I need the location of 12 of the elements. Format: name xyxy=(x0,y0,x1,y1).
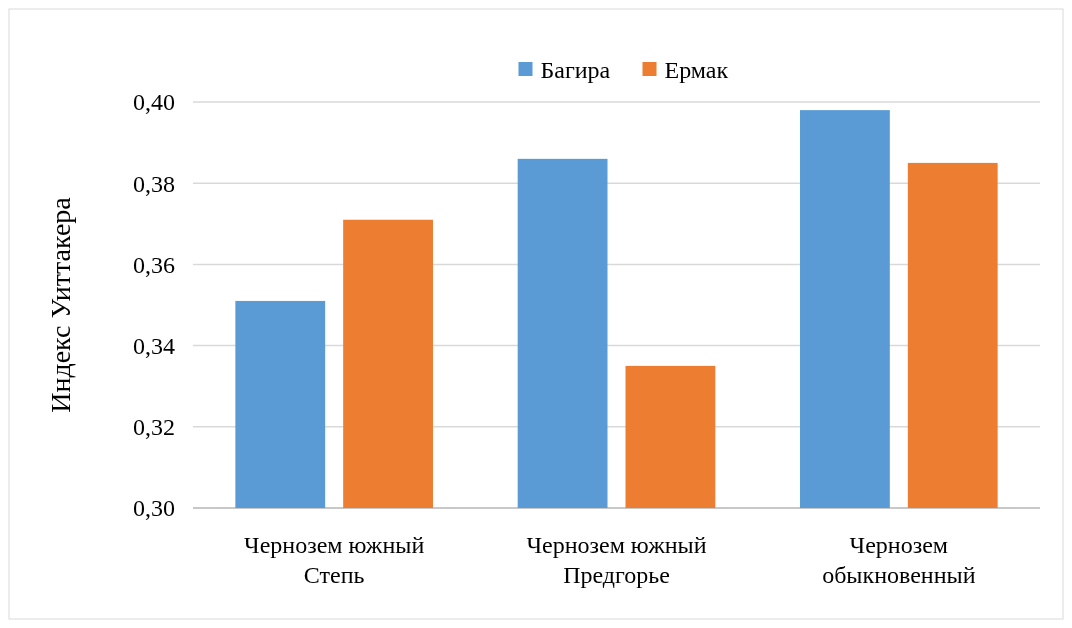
legend-label: Ермак xyxy=(664,57,729,84)
y-tick-label: 0,34 xyxy=(133,333,175,359)
y-tick-label: 0,38 xyxy=(133,170,175,197)
y-tick-label: 0,32 xyxy=(133,414,175,441)
y-tick-label: 0,40 xyxy=(133,89,175,116)
y-axis-title: Индекс Уиттакера xyxy=(45,196,76,413)
y-tick-label: 0,36 xyxy=(133,251,175,278)
x-tick-label: Чернозем южный Степь xyxy=(244,532,425,588)
x-tick-label: Чернозем южный Предгорье xyxy=(526,532,707,588)
x-tick-label: Чернозем обыкновенный xyxy=(822,532,976,588)
legend-label: Багира xyxy=(540,57,611,84)
y-tick-label: 0,30 xyxy=(133,495,175,522)
